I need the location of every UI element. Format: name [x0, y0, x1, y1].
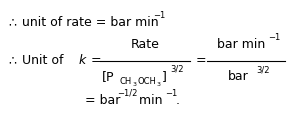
Text: 3: 3	[133, 83, 137, 87]
Text: −1/2: −1/2	[117, 88, 137, 98]
Text: −1: −1	[165, 88, 177, 98]
Text: = bar: = bar	[85, 95, 120, 107]
Text: CH: CH	[120, 77, 132, 87]
Text: OCH: OCH	[138, 77, 157, 87]
Text: 3/2: 3/2	[256, 65, 270, 75]
Text: unit of rate = bar min: unit of rate = bar min	[22, 16, 159, 30]
Text: .: .	[176, 95, 180, 107]
Text: ∴: ∴	[8, 54, 16, 68]
Text: −1: −1	[268, 34, 280, 42]
Text: 3: 3	[157, 83, 161, 87]
Text: =: =	[196, 54, 207, 68]
Text: min: min	[135, 95, 163, 107]
Text: bar min: bar min	[217, 38, 265, 52]
Text: =: =	[87, 54, 102, 68]
Text: 3/2: 3/2	[170, 64, 183, 73]
Text: k: k	[79, 54, 86, 68]
Text: Unit of: Unit of	[22, 54, 68, 68]
Text: bar: bar	[228, 71, 248, 83]
Text: [P: [P	[102, 71, 114, 83]
Text: ]: ]	[162, 71, 167, 83]
Text: −1: −1	[153, 11, 165, 20]
Text: Rate: Rate	[131, 38, 159, 52]
Text: ∴: ∴	[8, 16, 16, 30]
